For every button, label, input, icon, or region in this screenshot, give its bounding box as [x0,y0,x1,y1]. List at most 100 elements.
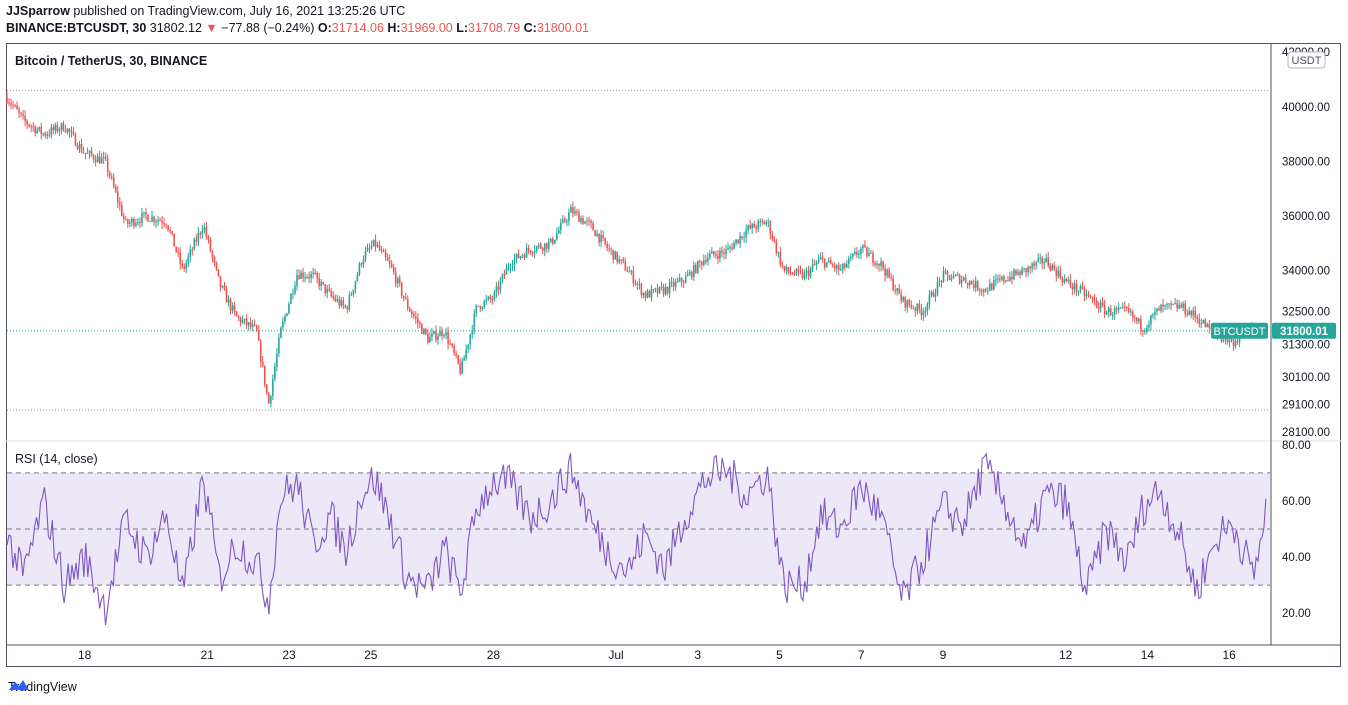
currency-badge[interactable]: USDT [1287,51,1326,69]
candle-body [300,272,302,279]
low-value: 31708.79 [468,21,521,35]
candle-body [519,256,522,259]
candle-body [570,207,572,213]
candle-body [1222,339,1225,342]
candle-body [930,292,933,296]
candle-body [499,280,502,290]
candle-body [946,271,949,276]
candle-body [1017,271,1019,275]
candle-body [195,239,198,242]
candle-body [872,252,874,264]
candle-body [207,236,210,240]
candle-body [358,263,361,275]
candle-body [274,366,276,380]
candle-body [453,346,455,354]
candle-body [336,299,339,301]
candle-body [707,257,709,262]
candle-body [628,271,631,273]
candle-body [850,256,852,259]
candle-body [1025,268,1027,273]
candle-body [419,323,421,325]
candle-body [936,281,939,295]
candle-body [868,253,870,257]
candle-body [10,103,12,105]
candle-body [193,239,196,250]
candle-body [676,280,679,282]
candle-body [1117,307,1120,310]
candle-body [125,218,127,220]
tradingview-logo-icon[interactable] [8,678,30,692]
candle-body [167,225,169,231]
price-tick-label: 28100.00 [1282,427,1330,439]
candle-body [751,223,753,229]
candle-body [60,123,63,130]
candle-body [1019,271,1021,276]
candle-body [1162,304,1164,307]
brand-label[interactable]: TradingView [8,680,77,694]
candle-body [316,273,318,279]
candle-body [1154,311,1156,315]
candle-body [721,250,723,253]
time-tick-label: 9 [940,648,947,662]
candle-body [831,264,834,266]
candle-body [1182,303,1184,308]
candle-body [324,283,327,293]
candle-body [443,335,445,337]
candle-body [727,247,729,250]
candle-body [253,324,256,326]
candle-body [1029,266,1031,269]
candle-body [1075,283,1078,292]
candle-body [137,222,139,224]
candle-body [38,126,41,130]
candle-body [441,330,443,336]
candle-body [1041,257,1043,264]
time-tick-label: 14 [1141,648,1155,662]
candle-body [451,343,453,347]
candle-body [475,305,478,314]
candle-body [64,130,67,132]
candle-body [709,253,711,258]
candle-body [588,220,590,222]
candle-body [892,278,894,290]
candle-body [1220,337,1223,342]
candle-body [765,221,768,225]
candle-body [572,207,574,214]
candle-body [505,267,508,275]
candle-body [948,275,951,280]
candle-body [255,325,258,331]
time-tick-label: 25 [364,648,378,662]
candle-body [431,333,433,337]
candle-body [803,273,806,279]
candle-body [870,252,872,254]
candle-body [58,129,61,132]
candle-body [1049,265,1052,271]
candle-body [205,227,208,237]
candle-body [320,281,322,287]
candle-body [960,279,963,284]
candle-body [247,322,250,326]
candle-body [692,264,695,278]
candle-body [28,124,30,127]
candle-body [642,293,645,296]
author-name[interactable]: JJSparrow [6,4,70,18]
candle-body [54,124,57,131]
candle-body [729,247,731,249]
candle-body [40,126,43,135]
candle-body [1142,330,1144,332]
candle-body [197,232,200,242]
candle-body [392,267,395,273]
candle-body [56,124,59,132]
candle-body [938,280,941,282]
candlestick-series [6,91,1255,408]
candle-body [880,261,882,266]
candle-body [1001,276,1003,280]
candle-body [733,243,735,250]
candle-body [181,263,184,266]
candle-body [86,152,89,154]
candle-body [781,264,784,267]
candle-body [46,134,49,136]
candle-body [1053,265,1056,270]
candle-body [1129,311,1132,313]
last-price-marker: BTCUSDT 31800.01 [1211,322,1336,339]
